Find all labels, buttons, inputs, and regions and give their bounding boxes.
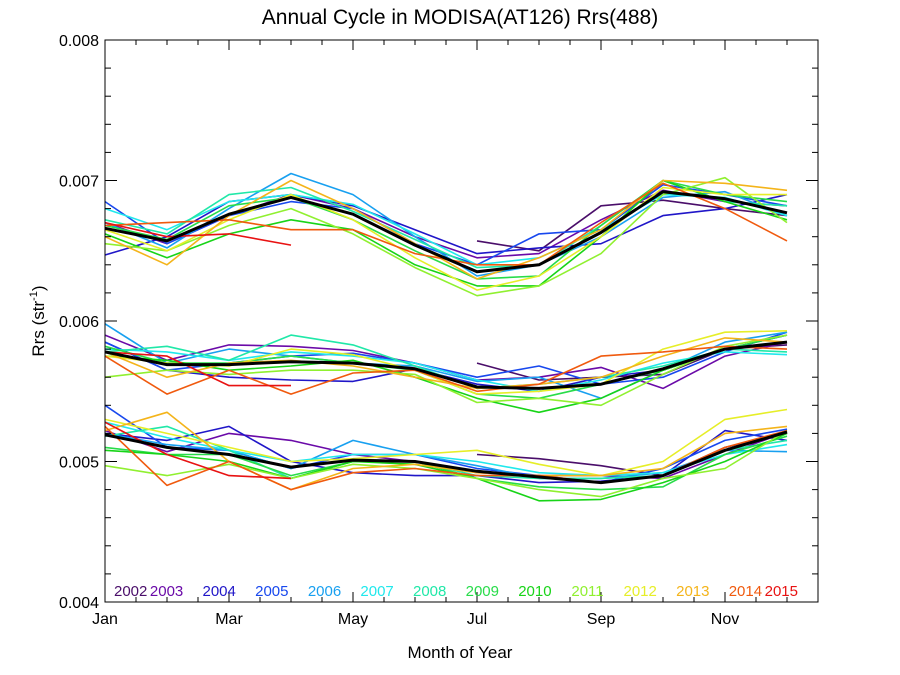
- legend-item-2003: 2003: [150, 583, 183, 600]
- series-2012: [104, 186, 788, 477]
- series-2004-line-1: [104, 193, 788, 256]
- legend-item-2006: 2006: [308, 583, 341, 600]
- series-2015-line-1: [104, 221, 292, 246]
- mean-line-1: [104, 190, 788, 274]
- legend-item-2009: 2009: [466, 583, 499, 600]
- series-2009-line-1: [104, 179, 788, 280]
- mean-line-3: [104, 430, 788, 485]
- mean-line-2: [104, 340, 788, 390]
- series-2015-line-2: [104, 351, 291, 387]
- x-tick-label: Mar: [215, 611, 243, 628]
- y-tick-label: 0.006: [59, 314, 99, 331]
- y-tick-label: 0.008: [59, 33, 99, 50]
- y-tick-label: 0.007: [59, 174, 99, 191]
- y-axis-title-sup: -1: [28, 291, 40, 301]
- series-2007: [104, 193, 788, 477]
- y-tick-label: 0.005: [59, 455, 99, 472]
- series-layer: [104, 172, 788, 502]
- legend-item-2011: 2011: [571, 583, 603, 600]
- legend-item-2012: 2012: [624, 583, 657, 600]
- series-2013-line-1: [104, 179, 788, 280]
- series-2007-line-2: [104, 348, 788, 393]
- x-tick-label: Jul: [467, 611, 487, 628]
- x-tick-label: Nov: [711, 611, 739, 628]
- legend-item-2008: 2008: [413, 583, 446, 600]
- x-tick-label: Jan: [92, 611, 118, 628]
- series-2005: [104, 183, 788, 484]
- legend-item-2014: 2014: [729, 583, 762, 600]
- series-2012-line-3: [104, 408, 788, 477]
- series-mean: [104, 190, 788, 485]
- series-2010-line-1: [104, 179, 788, 287]
- y-tick-label: 0.004: [59, 595, 99, 612]
- y-axis-title-close: ): [29, 285, 48, 291]
- series-2006: [104, 172, 788, 480]
- legend-item-2005: 2005: [255, 583, 288, 600]
- legend-item-2007: 2007: [360, 583, 393, 600]
- x-tick-label: May: [338, 611, 368, 628]
- y-axis-title-main: Rrs (str: [29, 301, 48, 357]
- series-2015-line-3: [104, 421, 292, 480]
- x-axis-title: Month of Year: [408, 643, 513, 662]
- legend-item-2013: 2013: [676, 583, 709, 600]
- y-axis-title: Rrs (str-1): [28, 285, 48, 356]
- series-2014-line-2: [104, 345, 788, 395]
- series-2004-line-3: [104, 425, 788, 484]
- series-2015: [104, 221, 292, 480]
- series-2007-line-1: [104, 193, 788, 266]
- series-2006-line-1: [104, 172, 788, 277]
- chart-title: Annual Cycle in MODISA(AT126) Rrs(488): [262, 6, 658, 29]
- legend-item-2004: 2004: [203, 583, 236, 600]
- legend: 2002 2003 2004 2005 2006 2007 2008 2009 2010 2011…: [114, 583, 798, 600]
- legend-item-2002: 2002: [114, 583, 147, 600]
- x-tick-label: Sep: [587, 611, 616, 628]
- ticks-layer: Jan Mar May Jul Sep Nov 0.004 0.005 0.006 0.007 0.…: [59, 33, 819, 628]
- plot-frame: [104, 39, 819, 603]
- series-2012-line-1: [104, 186, 787, 291]
- legend-item-2010: 2010: [518, 583, 551, 600]
- legend-item-2015: 2015: [765, 583, 798, 600]
- series-2007-line-3: [104, 421, 788, 477]
